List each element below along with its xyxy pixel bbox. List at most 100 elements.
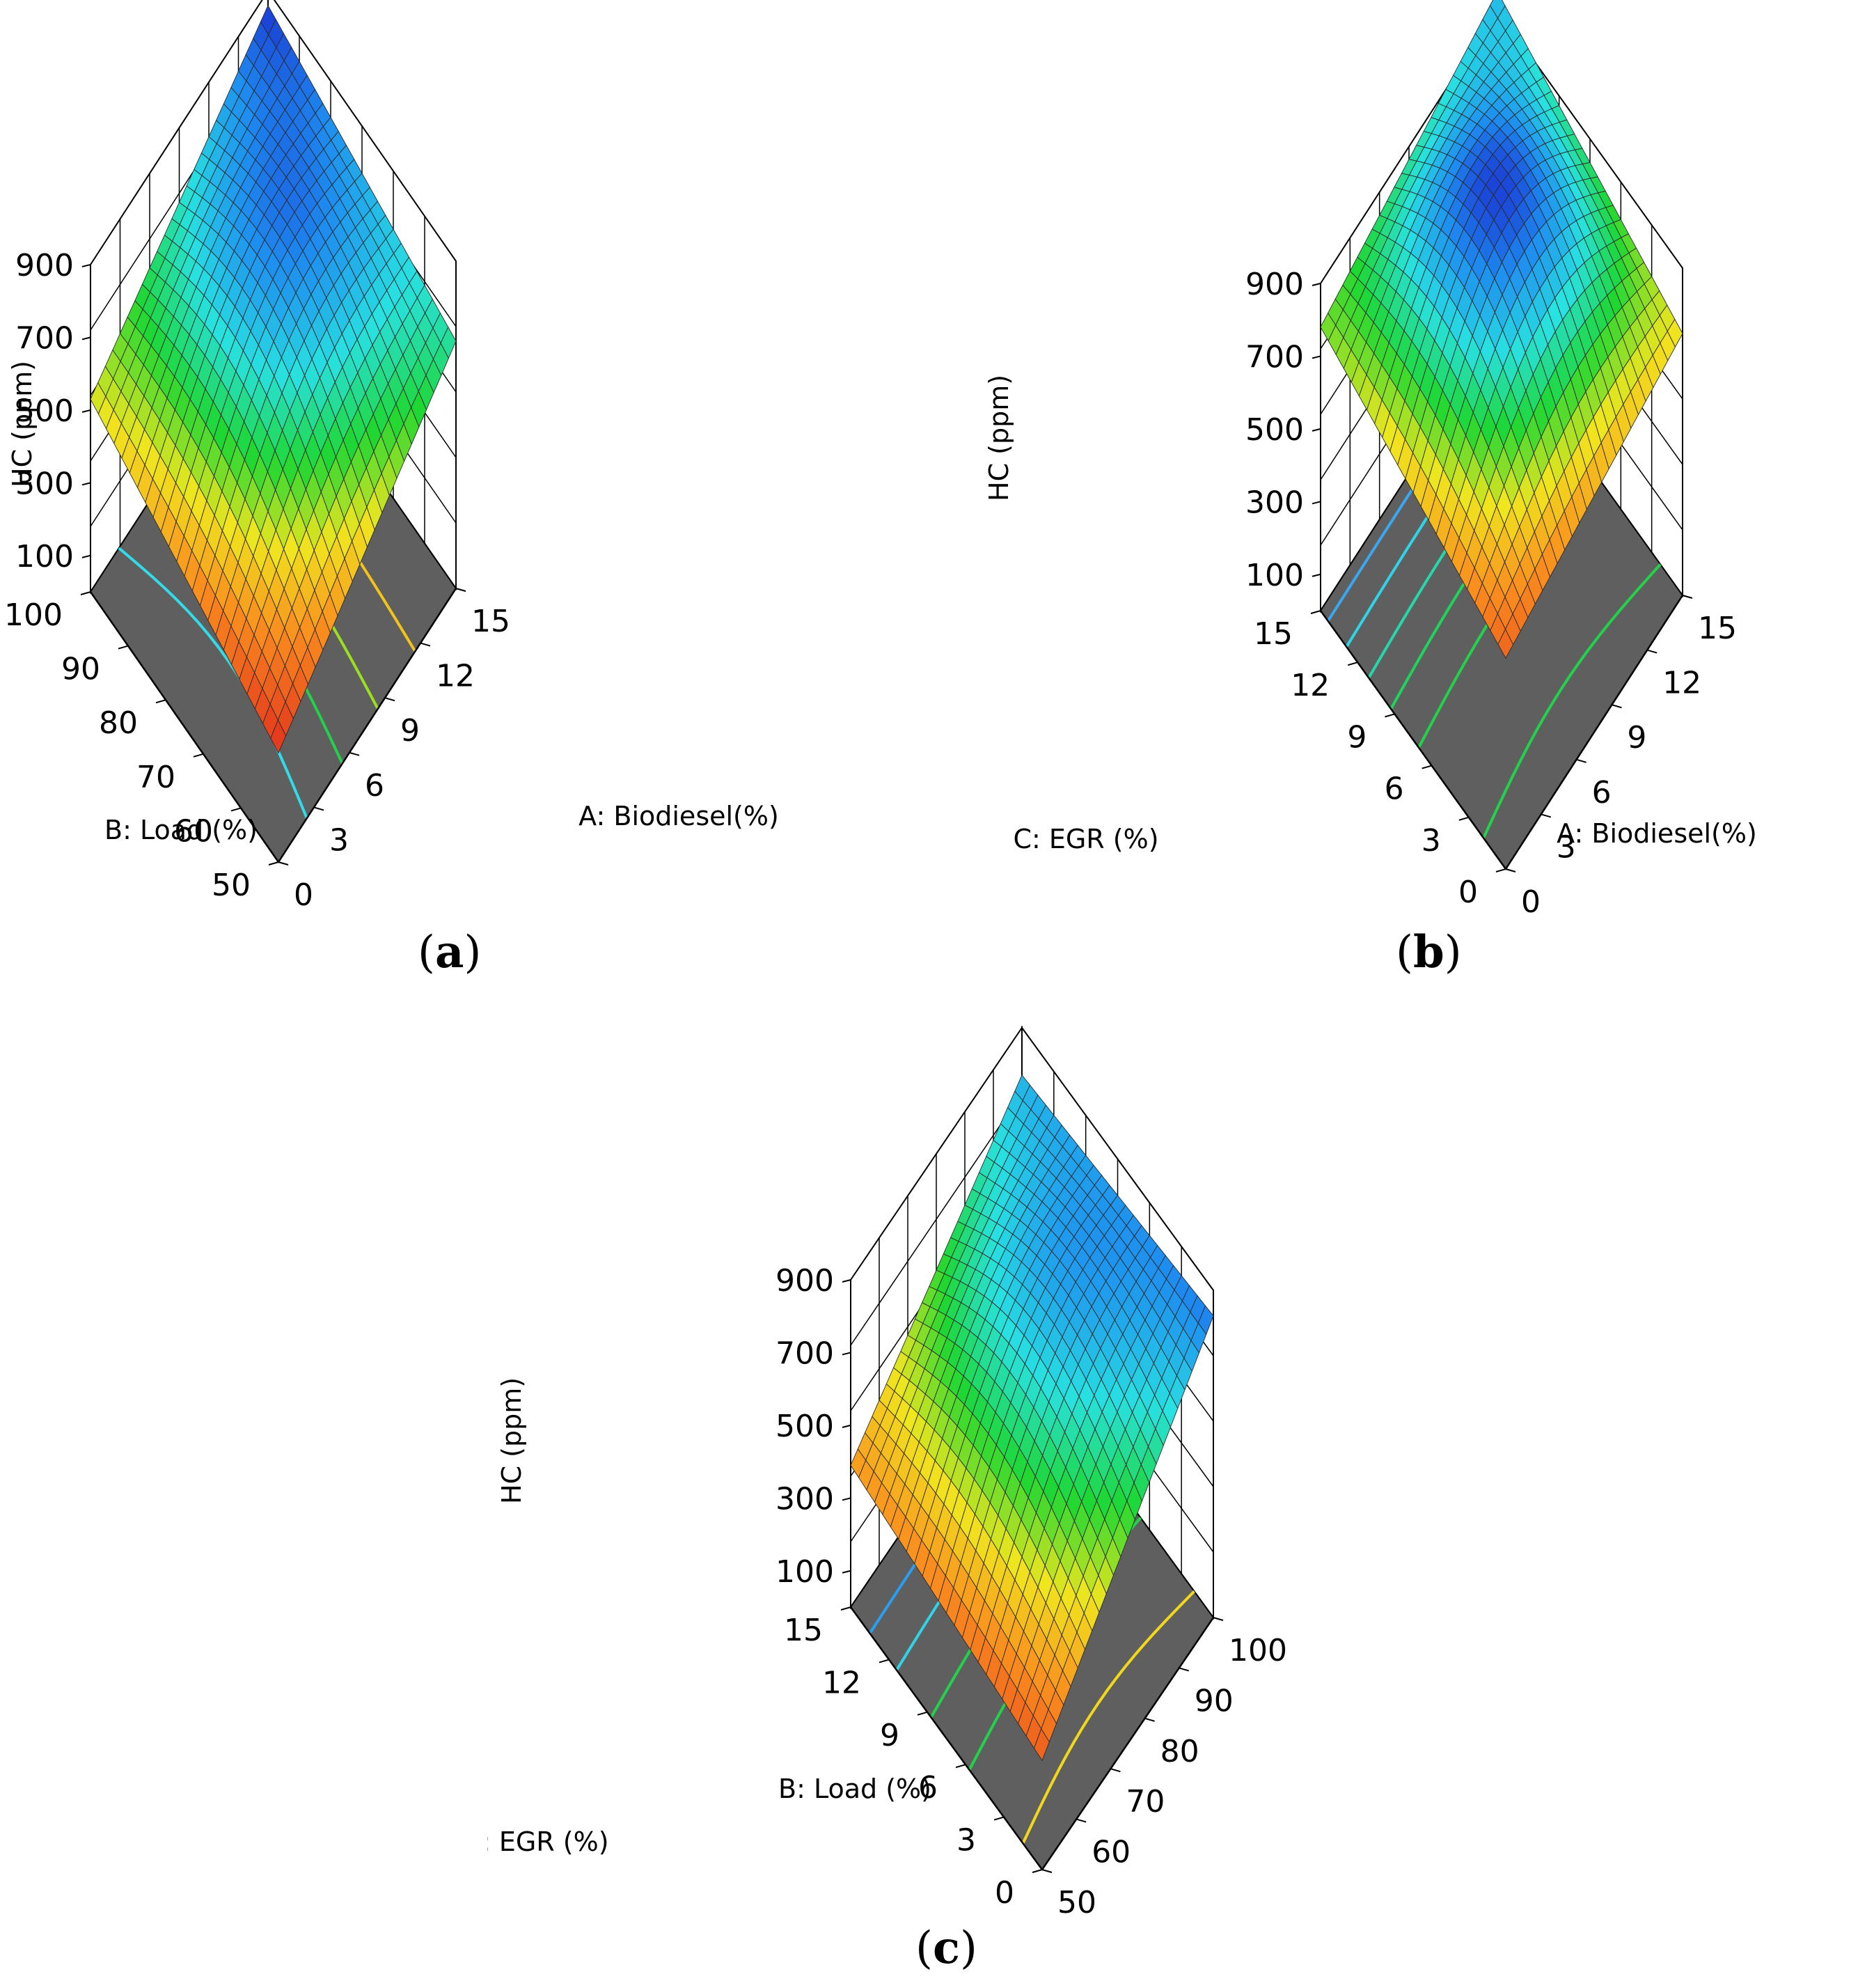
left-axis-tick [268,861,279,866]
left-axis-tick [80,591,91,595]
right-axis-tick-label: 15 [1698,611,1737,646]
right-axis-label: A: Biodiesel(%) [578,801,779,831]
wall-gridline [90,0,457,265]
response-surface [850,1074,1214,1762]
z-axis-tick [1312,283,1321,286]
right-axis-tick [1646,649,1658,654]
right-axis-tick-label: 6 [1592,775,1612,811]
z-axis-tick [842,1497,851,1501]
right-axis-tick [1076,1818,1087,1823]
left-axis-tick [917,1711,928,1716]
left-floor-axis [1319,610,1507,870]
left-axis-label: B: Load (%) [104,815,258,845]
caption-a: (a) [418,926,482,978]
caption-b: (b) [1396,926,1462,978]
left-axis-tick-label: 80 [99,705,138,741]
left-axis-tick-label: 0 [1458,875,1478,910]
left-axis-tick [993,1816,1005,1821]
right-axis-tick-label: 12 [436,659,475,694]
left-axis-tick-label: 90 [61,652,100,687]
z-axis-tick-label: 900 [1245,267,1304,302]
z-axis-tick-label: 900 [775,1263,834,1299]
left-axis-tick [840,1606,851,1611]
right-axis-tick [1505,868,1516,872]
z-axis-tick-label: 100 [1245,558,1304,593]
left-axis-tick [1422,765,1432,769]
right-axis-tick [1041,1869,1053,1873]
right-axis-label: A: Biodiesel(%) [1557,818,1757,849]
z-axis-tick-label: 100 [15,539,74,574]
left-axis-tick-label: 0 [995,1875,1014,1911]
right-axis-tick [1110,1768,1121,1773]
surface-cell [270,719,287,754]
right-axis-tick-label: 50 [1057,1885,1096,1920]
left-axis-tick-label: 3 [1422,823,1441,859]
left-axis-tick-label: 6 [918,1770,938,1806]
right-axis-tick [1179,1667,1190,1672]
z-axis-tick [1312,428,1321,432]
response-surface [1320,0,1683,659]
left-axis-tick-label: 70 [136,760,175,795]
left-axis-tick-label: 6 [1385,772,1404,807]
left-axis-tick [118,645,129,650]
left-floor-axis [89,591,280,863]
surface-cell [1033,1728,1050,1762]
z-axis-tick [1312,573,1321,577]
z-axis-tick [842,1424,851,1428]
right-axis-tick-label: 0 [294,877,313,913]
z-axis-tick-label: 500 [1245,412,1304,448]
right-axis-tick-label: 100 [1229,1633,1287,1668]
z-axis-tick [842,1279,851,1283]
right-axis-tick [1576,758,1586,763]
z-axis-tick-label: 300 [15,466,74,501]
right-axis-label: B: Load (%) [778,1774,931,1804]
z-axis-tick [842,1352,851,1356]
right-axis-tick-label: 15 [471,604,510,639]
right-axis-tick-label: 80 [1160,1734,1199,1769]
z-axis-tick-label: 500 [15,393,74,429]
right-axis-tick [278,861,289,866]
left-axis-tick-label: 3 [956,1823,976,1858]
left-axis-tick [1385,713,1395,718]
z-axis-tick-label: 500 [775,1409,834,1444]
z-axis-tick-label: 700 [15,320,74,356]
caption-c: (c) [915,1922,977,1974]
left-axis-tick [1310,610,1321,614]
floor-contour-line [1482,563,1662,839]
z-axis-tick-label: 700 [775,1336,834,1371]
z-axis-tick [842,1570,851,1574]
right-axis-tick-label: 6 [365,768,384,804]
left-axis-tick-label: 100 [4,597,63,633]
z-axis-tick-label: 300 [775,1481,834,1517]
left-axis-tick-label: 12 [822,1665,861,1700]
z-axis-label: HC (ppm) [984,375,1014,501]
floor-contour-line [1021,1590,1195,1845]
left-axis-tick [955,1764,966,1769]
right-axis-tick-label: 9 [400,713,420,749]
right-axis-tick [1144,1717,1155,1722]
right-floor-axis [1041,1617,1215,1870]
z-axis-tick-label: 900 [15,248,74,283]
z-axis-tick [1312,501,1321,505]
left-axis-tick-label: 12 [1291,668,1330,703]
left-axis-tick [155,699,166,704]
left-axis-tick [1347,662,1358,666]
left-axis-tick-label: 15 [1254,616,1293,652]
right-axis-tick-label: 3 [329,822,349,858]
z-axis-tick [81,482,91,486]
left-axis-tick [879,1659,890,1664]
left-axis-label: C: EGR (%) [1013,824,1158,854]
z-axis-tick-label: 100 [775,1554,834,1590]
z-axis-tick [81,409,91,413]
left-axis-tick-label: 9 [1347,719,1367,755]
right-axis-tick [313,806,324,811]
right-axis-tick [384,697,395,702]
right-axis-tick-label: 3 [1557,829,1576,865]
right-axis-tick-label: 9 [1627,720,1646,756]
right-axis-tick [1541,813,1552,818]
response-surface [90,4,457,754]
right-axis-tick-label: 90 [1195,1683,1234,1719]
z-axis-label: HC (ppm) [7,361,38,487]
